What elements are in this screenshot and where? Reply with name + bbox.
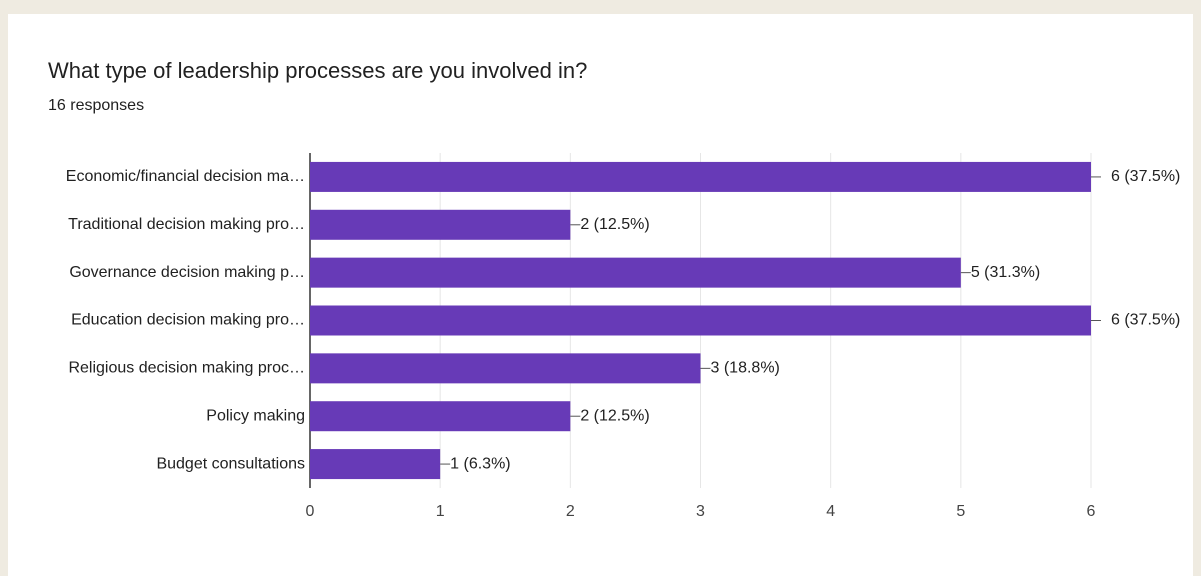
x-tick-label: 6 — [1087, 503, 1096, 520]
y-tick-label: Budget consultations — [156, 455, 305, 472]
chart-subtitle: 16 responses — [48, 97, 144, 114]
value-label: 6 (37.5%) — [1111, 312, 1180, 329]
x-tick-label: 2 — [566, 503, 575, 520]
y-tick-label: Education decision making pro… — [71, 312, 305, 329]
bar — [310, 161, 1091, 192]
x-tick-label: 3 — [696, 503, 705, 520]
card — [8, 14, 1193, 576]
x-tick-label: 4 — [826, 503, 835, 520]
y-tick-label: Policy making — [206, 407, 305, 424]
bar — [310, 257, 961, 288]
x-tick-label: 0 — [306, 503, 315, 520]
value-label: 3 (18.8%) — [711, 360, 780, 377]
bar — [310, 449, 441, 480]
value-label: 2 (12.5%) — [580, 407, 649, 424]
x-tick-label: 5 — [956, 503, 965, 520]
value-label: 5 (31.3%) — [971, 264, 1040, 281]
bar — [310, 401, 571, 432]
y-tick-label: Traditional decision making pro… — [68, 216, 305, 233]
value-label: 1 (6.3%) — [450, 455, 510, 472]
y-tick-label: Economic/financial decision ma… — [66, 168, 305, 185]
x-tick-label: 1 — [436, 503, 445, 520]
chart-title: What type of leadership processes are yo… — [48, 58, 587, 83]
y-tick-label: Religious decision making proc… — [68, 360, 305, 377]
bar — [310, 353, 701, 384]
bar — [310, 305, 1091, 336]
bar — [310, 209, 571, 240]
y-tick-label: Governance decision making p… — [69, 264, 305, 281]
value-label: 6 (37.5%) — [1111, 168, 1180, 185]
value-label: 2 (12.5%) — [580, 216, 649, 233]
